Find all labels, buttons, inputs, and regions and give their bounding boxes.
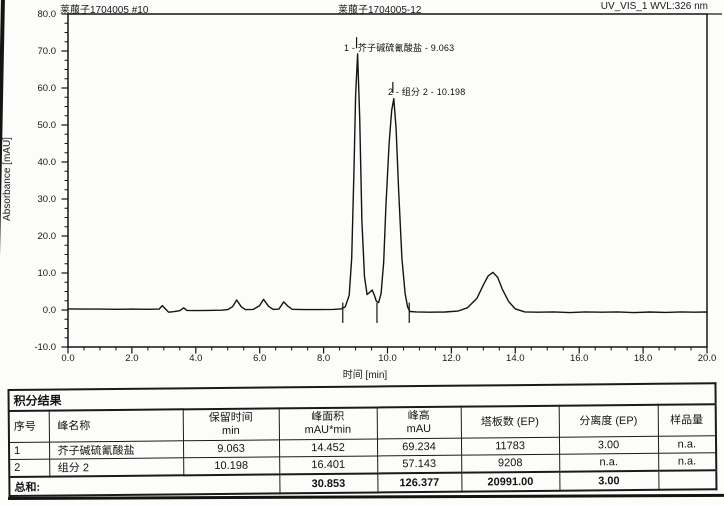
y-tick-label: 0.0: [42, 304, 56, 316]
x-tick-label: 8.0: [316, 353, 331, 364]
peak-cell: n.a.: [657, 435, 717, 454]
sum-cell: 30.853: [279, 473, 378, 494]
peak-cell: 16.401: [279, 455, 378, 475]
peak-cell: n.a.: [658, 452, 717, 471]
y-tick-label: 40.0: [37, 156, 57, 168]
column-header-4: 峰面积 mAU*min: [278, 407, 377, 440]
chromatogram-plot: [61, 13, 722, 354]
y-tick-label: 20.0: [37, 230, 57, 242]
sum-cell: 3.00: [559, 470, 659, 491]
x-tick-label: 16.0: [569, 353, 589, 364]
x-tick-label: 14.0: [506, 353, 525, 364]
y-tick-label: 80.0: [37, 8, 57, 20]
peak-cell: 2: [9, 459, 50, 477]
x-tick-label: 12.0: [442, 353, 461, 364]
y-tick-label: 50.0: [37, 119, 57, 131]
y-tick-label: -10.0: [34, 341, 56, 353]
peak-cell: 1: [8, 442, 50, 460]
peak-cell: 9.063: [182, 439, 280, 458]
sum-cell: 126.377: [377, 472, 462, 493]
sum-cell: [658, 470, 717, 490]
column-header-6: 塔板数 (EP): [460, 405, 559, 439]
peak-cell: 57.143: [377, 455, 462, 474]
x-tick-label: 0.0: [61, 353, 75, 364]
sum-cell: 20991.00: [461, 471, 560, 492]
detector-channel-label: UV_VIS_1 WVL:326 nm: [600, 1, 708, 12]
y-tick-label: 30.0: [37, 193, 57, 205]
integration-results-section: 积分结果 序号 峰名称 保留时间 min 峰面积 mAU*min 峰高 mAU 塔板数 (EP)…: [7, 382, 718, 497]
x-tick-label: 18.0: [633, 353, 653, 364]
signal-trace: [67, 53, 708, 314]
column-header-8: 样品量: [657, 404, 716, 437]
x-tick-label: 6.0: [253, 353, 267, 364]
column-header-7: 分离度 (EP): [558, 404, 658, 438]
integration-results-table: 积分结果 序号 峰名称 保留时间 min 峰面积 mAU*min 峰高 mAU 塔板数 (EP)…: [7, 382, 718, 497]
peak-cell: 69.234: [376, 438, 462, 456]
peak-cell: 芥子碱硫氰酸盐: [48, 440, 184, 460]
x-axis-title: 时间 [min]: [342, 370, 388, 381]
x-tick-label: 10.0: [378, 353, 397, 364]
peak-annotation-1: 1 - 芥子碱硫氰酸盐 - 9.063: [344, 43, 455, 53]
x-tick-label: 4.0: [189, 353, 203, 364]
peak-cell: 9208: [461, 454, 560, 473]
peak-cell: 10.198: [183, 456, 280, 476]
peak-cell: n.a.: [559, 453, 659, 472]
column-header-1: 序号: [8, 410, 49, 443]
sample-name-label: 莱菔子1704005-12: [338, 5, 422, 16]
column-header-2: 峰名称: [48, 409, 183, 443]
y-tick-label: 60.0: [37, 82, 57, 94]
peak-cell: 11783: [460, 437, 560, 456]
y-tick-label: 70.0: [37, 45, 57, 57]
peak-annotation-2: 2 - 组分 2 - 10.198: [388, 87, 466, 97]
column-header-3: 保留时间 min: [182, 408, 279, 441]
x-tick-label: 20.0: [697, 353, 717, 364]
peak-cell: 14.452: [278, 438, 378, 457]
sample-injection-label: 莱菔子1704005 #10: [60, 5, 149, 16]
chromatogram-area: 莱菔子1704005 #10 莱菔子1704005-12 UV_VIS_1 WV…: [2, 1, 722, 381]
x-tick-label: 2.0: [125, 353, 139, 364]
sum-label: 总和:: [9, 474, 280, 496]
y-tick-label: 10.0: [37, 267, 57, 279]
column-header-5: 峰高 mAU: [376, 406, 461, 439]
peak-cell: 组分 2: [49, 457, 184, 477]
peak-cell: 3.00: [558, 436, 659, 455]
